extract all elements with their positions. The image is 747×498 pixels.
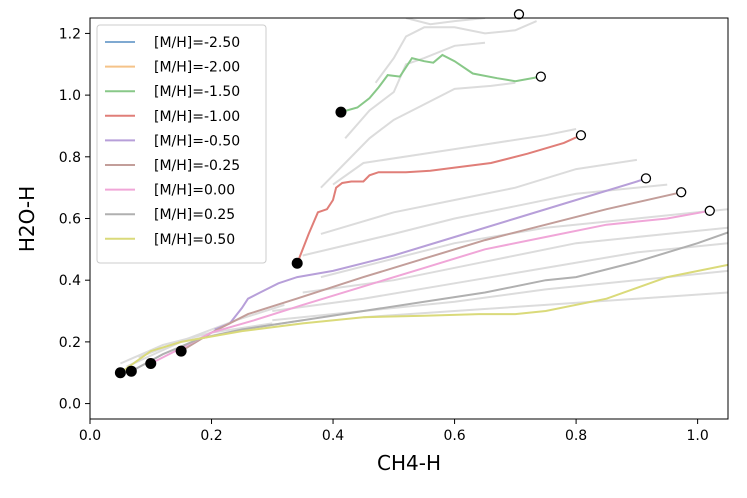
start-marker [291,257,303,269]
legend-label: [M/H]=-0.25 [154,158,240,174]
legend-box [96,24,267,264]
start-marker [335,106,347,118]
end-marker [640,173,652,184]
start-marker [145,357,157,369]
background-line [138,303,285,359]
end-marker [676,187,687,198]
x-tick-label: 0.0 [79,428,101,444]
legend-label: [M/H]=-2.50 [154,35,240,51]
series-line [296,134,582,264]
x-tick-label: 0.2 [200,428,222,444]
x-tick-label: 1.0 [686,428,708,444]
series-line [340,53,542,114]
background-line [344,41,486,139]
background-line [405,18,486,26]
y-tick-label: 0.0 [59,397,81,413]
legend-label: [M/H]=-1.50 [154,84,240,100]
background-line [272,269,728,322]
x-tick-label: 0.6 [443,428,465,444]
series-line [150,209,710,365]
y-axis-label: H2O-H [15,186,39,252]
y-tick-label: 0.8 [59,150,81,166]
background-line [374,20,537,84]
start-marker [175,345,187,357]
x-axis-ticks: 0.0 0.2 0.4 0.6 0.8 1.0 [79,419,709,444]
end-marker [535,71,547,82]
legend-label: [M/H]=-0.50 [154,133,240,149]
background-line [320,158,638,235]
legend-label: [M/H]=-2.00 [154,60,240,76]
x-tick-label: 0.4 [322,428,344,444]
start-marker [125,365,137,377]
y-tick-label: 1.0 [59,88,81,104]
background-line [302,226,728,294]
end-marker [704,205,715,216]
y-tick-label: 0.4 [59,273,81,289]
y-axis-ticks: 0.0 0.2 0.4 0.6 0.8 1.0 1.2 [59,26,90,413]
series-line [119,263,728,374]
background-line [302,183,668,257]
x-axis-label: CH4-H [377,451,441,475]
legend-label: [M/H]=0.00 [154,183,235,199]
markers [114,9,715,379]
legend-label: [M/H]=-1.00 [154,109,240,125]
series-line [214,177,647,331]
legend: [M/H]=-2.50 [M/H]=-2.00 [M/H]=-1.50 [M/H]=-… [96,24,267,264]
end-marker [513,9,525,20]
series-lines [119,53,728,374]
x-tick-label: 0.8 [565,428,587,444]
legend-label: [M/H]=0.50 [154,232,235,248]
background-line [272,242,728,312]
series-line [180,191,682,352]
end-marker [575,130,587,141]
start-marker [114,367,126,379]
y-tick-label: 0.2 [59,335,81,351]
y-tick-label: 0.6 [59,212,81,228]
background-line [332,128,577,186]
background-line [363,291,728,319]
background-line [320,81,516,189]
legend-label: [M/H]=0.25 [154,207,235,223]
y-tick-label: 1.2 [59,26,81,42]
